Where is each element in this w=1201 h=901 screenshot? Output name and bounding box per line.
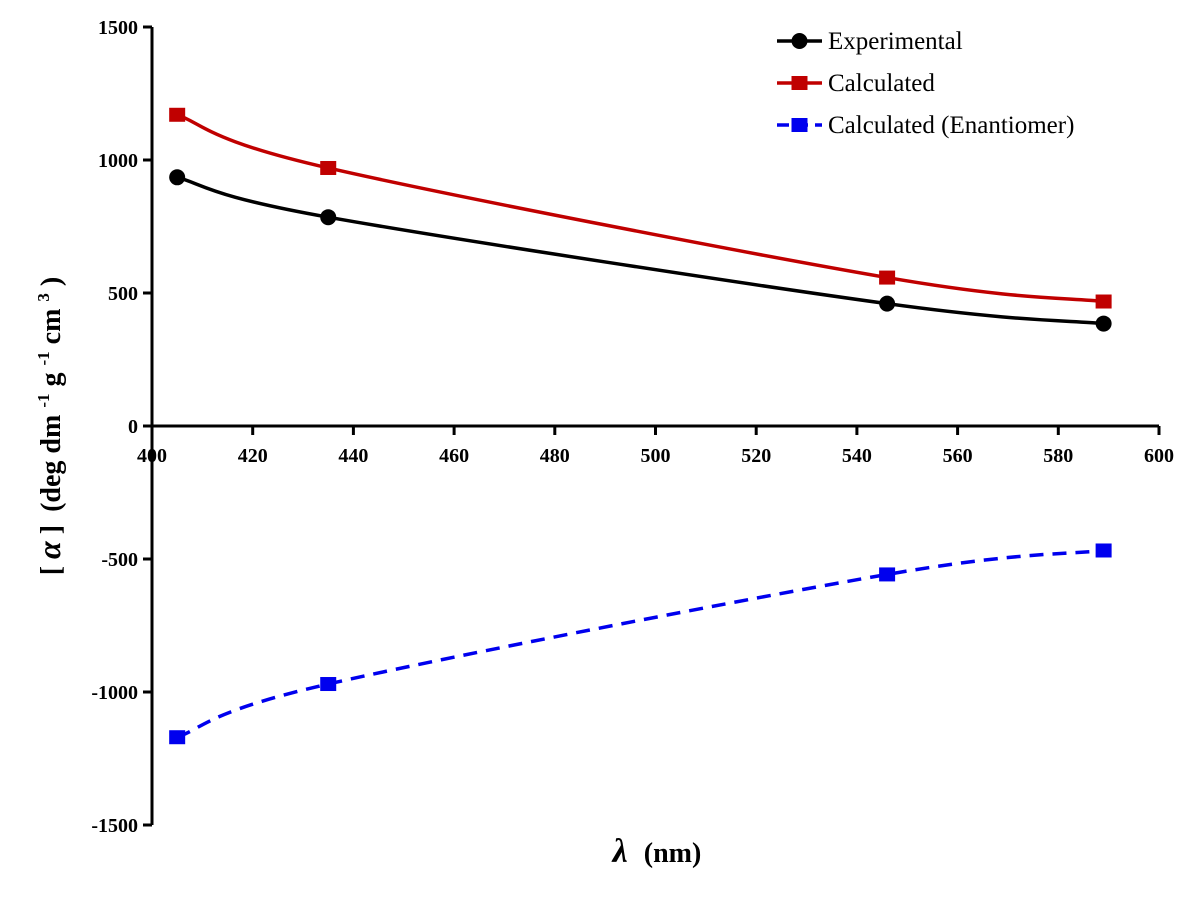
legend-item-calculated: Calculated bbox=[777, 70, 935, 97]
x-tick-label: 420 bbox=[238, 445, 268, 467]
y-axis-sup1: -1 bbox=[34, 394, 53, 408]
x-tick-label: 440 bbox=[338, 445, 368, 467]
legend-label: Experimental bbox=[828, 28, 963, 55]
x-ticks: 400 420 440 460 480 500 520 540 560 580 600 bbox=[137, 426, 1174, 467]
series-line-calculated bbox=[176, 113, 1104, 304]
x-tick-label: 400 bbox=[137, 445, 167, 467]
data-point-calculated-enantiomer bbox=[1095, 543, 1112, 558]
x-tick-label: 520 bbox=[741, 445, 771, 467]
y-tick-label: -500 bbox=[101, 549, 138, 571]
x-tick-label: 540 bbox=[842, 445, 872, 467]
data-point-calculated bbox=[320, 160, 337, 175]
y-tick-label: -1000 bbox=[91, 682, 138, 704]
legend-label: Calculated bbox=[828, 70, 935, 97]
y-tick-label: -1500 bbox=[91, 815, 138, 837]
y-axis-text: (deg dm bbox=[36, 415, 67, 512]
legend-marker bbox=[791, 33, 808, 49]
y-axis-sup2: -1 bbox=[34, 351, 53, 365]
legend-marker bbox=[791, 76, 808, 90]
x-axis-symbol: λ bbox=[611, 833, 628, 870]
x-tick-label: 560 bbox=[943, 445, 973, 467]
data-point-experimental bbox=[879, 295, 896, 312]
x-tick-label: 500 bbox=[641, 445, 671, 467]
data-point-experimental bbox=[1095, 315, 1112, 332]
data-point-calculated-enantiomer bbox=[320, 677, 337, 692]
y-tick-label: 500 bbox=[108, 283, 138, 305]
y-ticks: -1500 -1000 -500 0 500 1000 1500 bbox=[91, 17, 152, 837]
legend-marker bbox=[791, 118, 808, 132]
x-tick-label: 580 bbox=[1043, 445, 1073, 467]
y-axis-title: [ α ] (deg dm -1 g -1 cm 3 ) bbox=[25, 277, 67, 576]
data-point-calculated bbox=[1095, 294, 1112, 309]
y-axis-mid: g bbox=[36, 373, 67, 387]
series-line-experimental bbox=[176, 175, 1104, 326]
data-point-experimental bbox=[169, 169, 186, 186]
y-tick-label: 0 bbox=[128, 416, 138, 438]
y-axis-mid2: cm bbox=[36, 309, 67, 345]
y-axis-end: ) bbox=[36, 277, 67, 286]
x-tick-label: 460 bbox=[439, 445, 469, 467]
y-axis-close: ] bbox=[36, 525, 67, 534]
legend-item-experimental: Experimental bbox=[777, 28, 963, 55]
x-tick-label: 480 bbox=[540, 445, 570, 467]
series-layer bbox=[169, 107, 1112, 745]
data-point-calculated bbox=[879, 270, 896, 285]
legend: Experimental Calculated Calculated (Enanti… bbox=[777, 28, 1074, 139]
x-tick-label: 600 bbox=[1144, 445, 1174, 467]
legend-item-calculated-enantiomer: Calculated (Enantiomer) bbox=[777, 112, 1074, 139]
data-point-calculated-enantiomer bbox=[169, 730, 186, 745]
data-point-experimental bbox=[320, 209, 337, 226]
y-tick-label: 1500 bbox=[98, 17, 138, 39]
data-point-calculated-enantiomer bbox=[879, 567, 896, 582]
y-axis-open: [ bbox=[36, 566, 67, 575]
y-tick-label: 1000 bbox=[98, 150, 138, 172]
y-axis-sup3: 3 bbox=[34, 293, 53, 302]
y-axis-symbol: α bbox=[31, 540, 67, 559]
series-calculated-enantiomer bbox=[169, 543, 1112, 745]
legend-label: Calculated (Enantiomer) bbox=[828, 112, 1074, 139]
series-calculated bbox=[169, 107, 1112, 309]
axes: 400 420 440 460 480 500 520 540 560 580 600 -1500-… bbox=[91, 17, 1174, 837]
series-experimental bbox=[169, 169, 1112, 332]
data-point-calculated bbox=[169, 107, 186, 122]
x-axis-title: λ (nm) bbox=[611, 833, 702, 870]
x-axis-unit: (nm) bbox=[644, 838, 702, 869]
series-line-calculated-enantiomer bbox=[176, 548, 1104, 739]
